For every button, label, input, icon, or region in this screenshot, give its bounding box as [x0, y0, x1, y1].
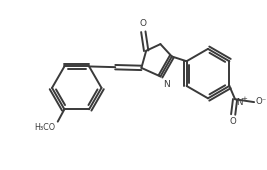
Text: O⁻: O⁻: [256, 97, 267, 106]
Text: O: O: [230, 117, 237, 126]
Text: +: +: [242, 96, 248, 102]
Text: N: N: [163, 80, 170, 89]
Text: O: O: [140, 19, 147, 28]
Text: N: N: [236, 98, 242, 107]
Text: H₃CO: H₃CO: [35, 123, 56, 132]
